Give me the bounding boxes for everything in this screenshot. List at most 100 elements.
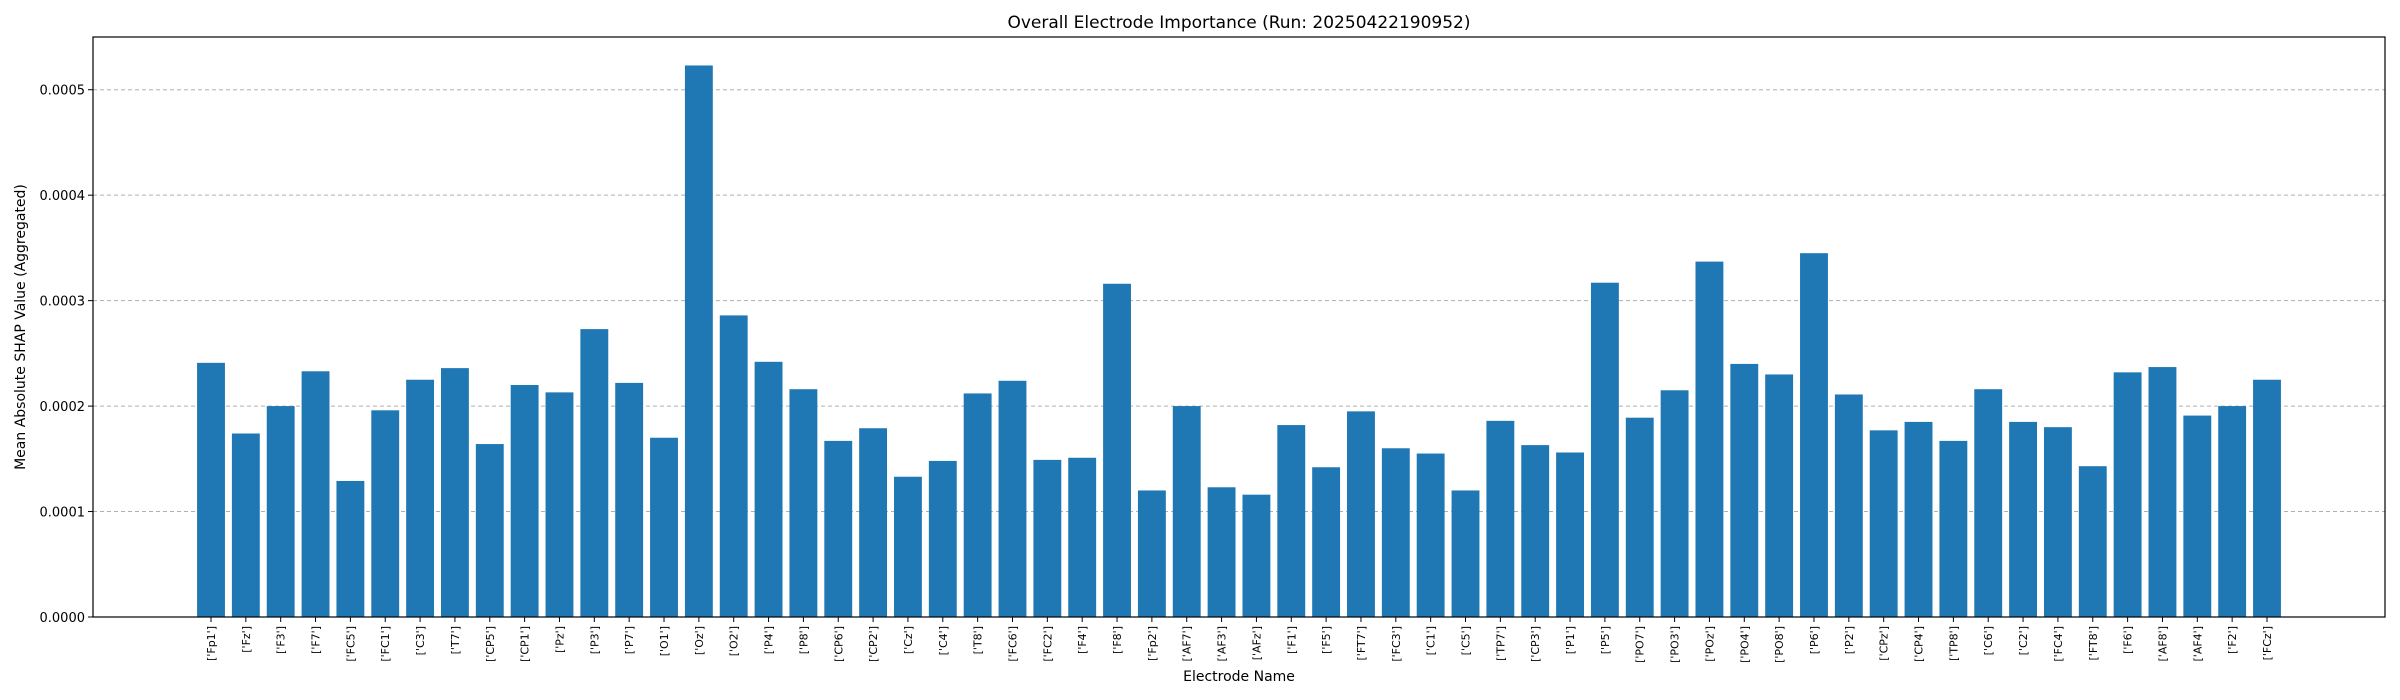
bar [336,480,365,617]
bar [894,476,922,617]
x-tick-label: ['FC4'] [2052,626,2065,662]
bar [1068,457,1097,617]
x-tick-label: ['P8'] [797,626,810,654]
x-tick-label: ['AFz'] [1250,626,1263,660]
bar [1800,253,1828,617]
x-tick-label: ['CP1'] [519,626,532,662]
x-tick-label: ['CP2'] [867,626,880,662]
bar [1277,425,1306,617]
x-tick-label: ['CP5'] [484,626,497,662]
bar [440,368,469,617]
x-tick-label: ['CP3'] [1529,626,1542,662]
bar [231,433,260,617]
x-tick-label: ['PO3'] [1669,626,1682,663]
x-tick-label: ['F6'] [2122,626,2135,654]
x-tick-label: ['Fp1'] [205,626,218,661]
y-tick-label: 0.0004 [40,189,86,204]
y-tick-label: 0.0002 [40,400,86,415]
bar [266,406,295,617]
x-tick-label: ['AF8'] [2156,626,2169,661]
x-tick-label: ['AF3'] [1216,626,1229,661]
bar [475,444,504,617]
x-tick-label: ['AF4'] [2191,626,2204,661]
x-axis-ticks: ['Fp1'] ['Fz'] ['F3'] ['F7'] ['FC5'] ['FC1'] [… [205,617,2274,663]
bar [1695,261,1724,617]
bar [1033,459,1062,617]
grid-lines [93,89,2385,513]
x-tick-label: ['FC2'] [1041,626,1054,662]
bar [1103,283,1131,617]
bar [1974,389,2003,617]
x-tick-label: ['C5'] [1460,626,1473,655]
bar [301,371,330,617]
bar [1590,282,1619,617]
bar [789,389,818,617]
bar [928,460,957,617]
bar [2218,406,2247,617]
x-tick-label: ['FC1'] [379,626,392,662]
bar [2043,427,2072,617]
bar [580,329,609,617]
bar [1242,494,1271,617]
bar [1381,448,1410,617]
bar [197,362,225,617]
x-tick-label: ['P6'] [1808,626,1821,654]
x-tick-label: ['CP4'] [1913,626,1926,662]
bar [650,437,678,617]
bar [1660,390,1689,617]
bar [1207,487,1236,617]
bar [1834,394,1863,617]
bar [1765,374,1794,617]
bar [684,65,713,618]
bar [615,382,644,617]
plot-frame [92,36,2386,618]
x-tick-label: ['T7'] [449,626,462,654]
bar [859,428,888,617]
x-tick-label: ['F2'] [2226,626,2239,654]
x-tick-label: ['TP8'] [1947,626,1960,661]
x-tick-label: ['POz'] [1703,626,1716,662]
x-tick-label: ['C3'] [414,626,427,655]
x-tick-label: ['P7'] [623,626,636,654]
x-tick-label: ['P2'] [1843,626,1856,654]
bar [1451,490,1480,617]
y-tick-label: 0.0005 [40,84,86,99]
y-axis-label: Mean Absolute SHAP Value (Aggregated) [13,184,29,470]
bar [406,379,435,617]
x-tick-label: ['TP7'] [1494,626,1507,661]
bar [1556,452,1584,617]
x-tick-label: ['PO8'] [1773,626,1786,663]
y-tick-label: 0.0001 [40,506,86,521]
bar [545,392,574,617]
bar [1625,417,1654,617]
x-tick-label: ['O1'] [658,626,671,656]
x-tick-label: ['Fp2'] [1146,626,1159,661]
x-tick-label: ['C2'] [2017,626,2030,655]
x-tick-label: ['P3'] [588,626,601,654]
bar [1730,363,1759,617]
bar [1172,406,1201,617]
bar [371,410,400,617]
bar [1904,421,1933,617]
x-tick-label: ['F3'] [275,626,288,654]
bar [998,380,1027,617]
chart-title: Overall Electrode Importance (Run: 20250… [1007,13,1470,33]
bar [1312,467,1341,617]
x-tick-label: ['PO7'] [1634,626,1647,663]
x-tick-label: ['P5'] [1599,626,1612,654]
bar [1486,420,1515,617]
x-tick-label: ['C1'] [1425,626,1438,655]
bar [754,361,783,617]
bars [197,65,2281,618]
x-tick-label: ['FT8'] [2087,626,2100,660]
x-tick-label: ['Fz'] [240,626,253,653]
x-tick-label: ['C4'] [937,626,950,655]
bar [1939,440,1968,617]
bar [1869,430,1898,617]
x-tick-label: ['F7'] [310,626,323,654]
x-tick-label: ['F8'] [1111,626,1124,654]
x-tick-label: ['O2'] [728,626,741,656]
y-axis-ticks: 0.0000 0.0001 0.0002 0.0003 0.0004 0.0005 [40,84,93,626]
x-tick-label: ['FC5'] [344,626,357,662]
x-tick-label: ['C6'] [1982,626,1995,655]
